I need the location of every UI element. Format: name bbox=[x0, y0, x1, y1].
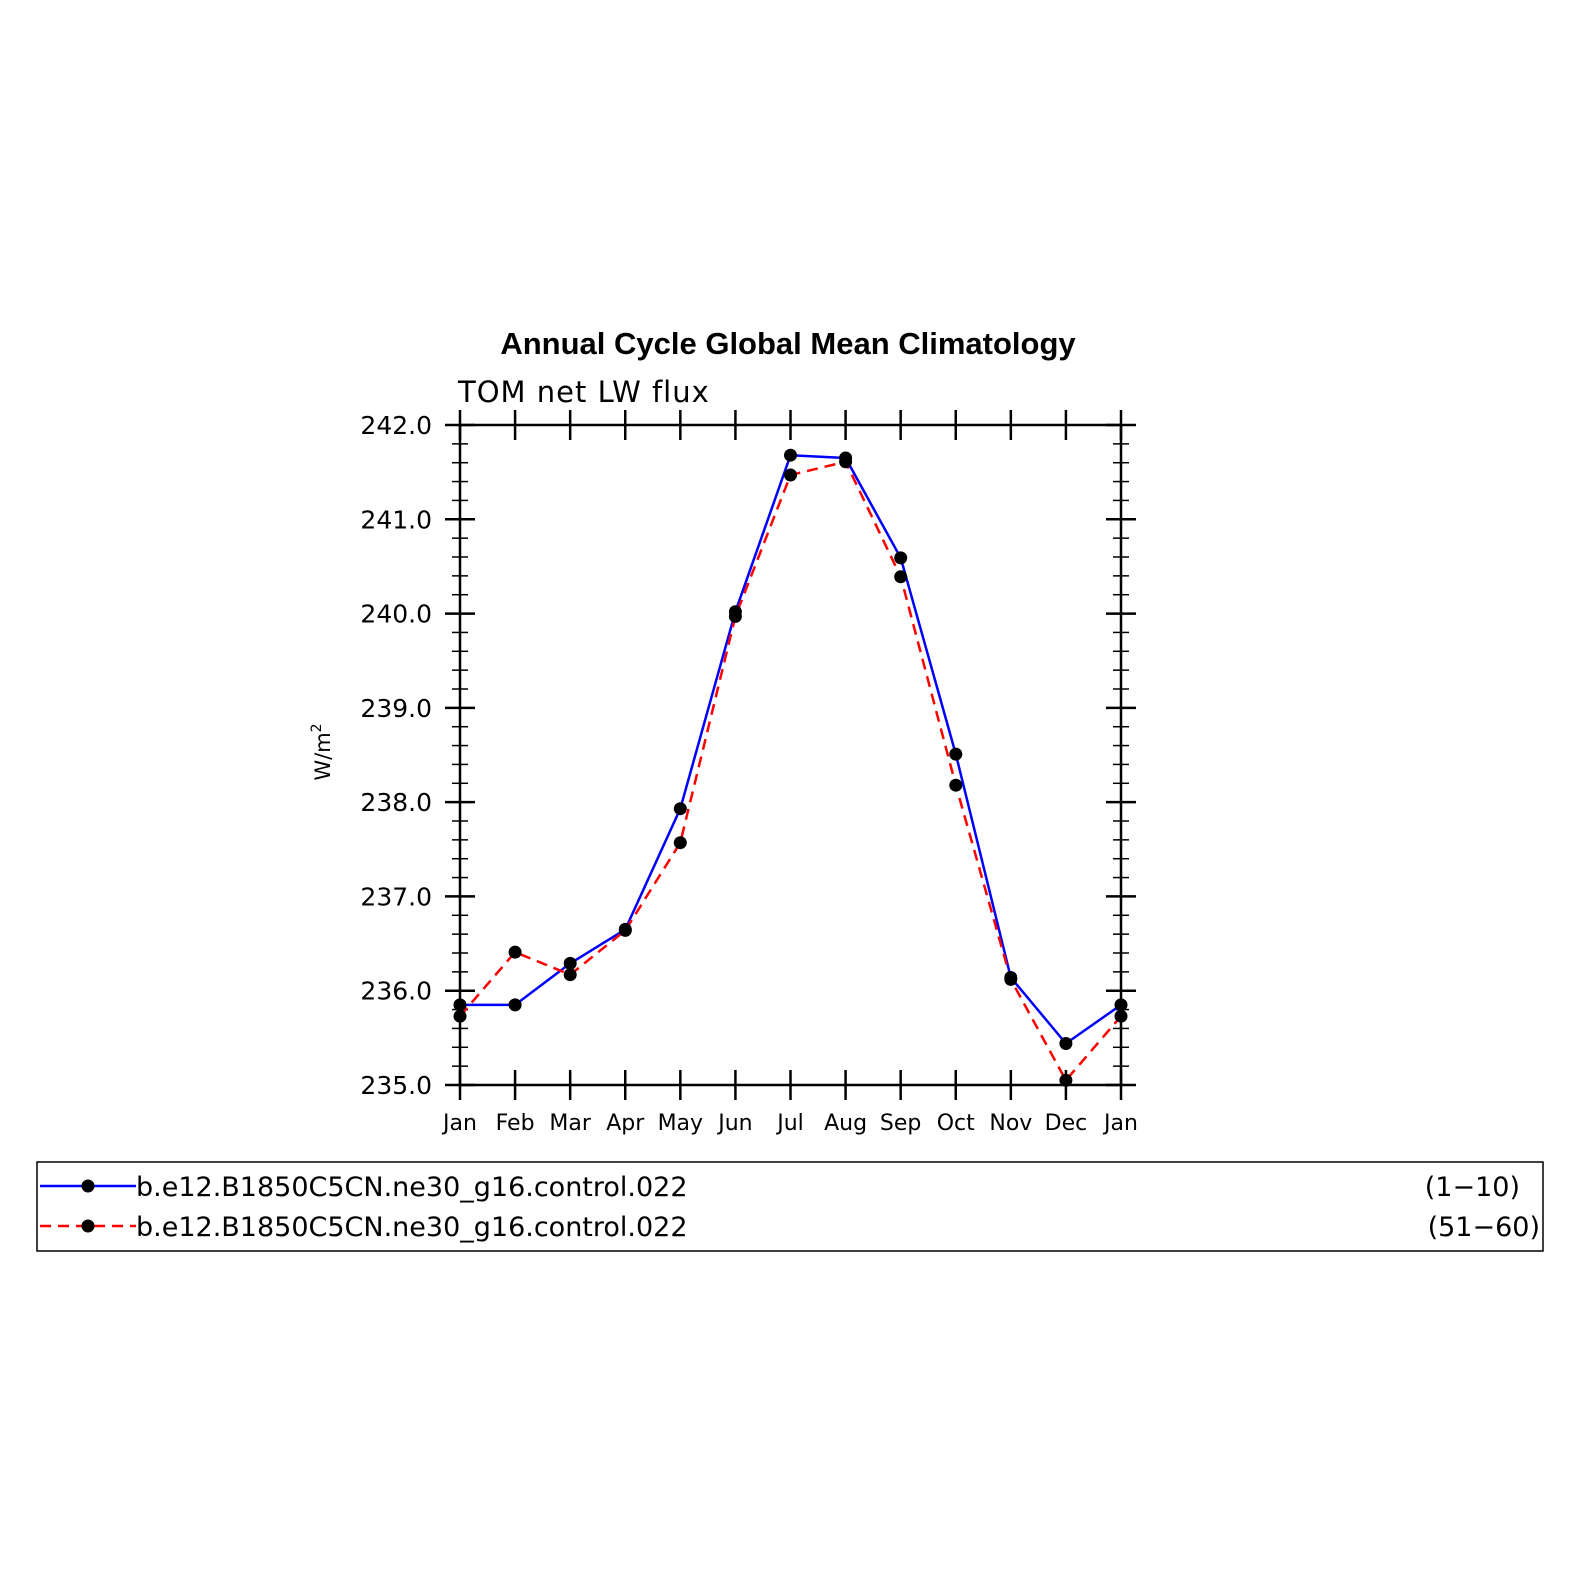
y-tick-label: 241.0 bbox=[360, 505, 432, 534]
data-point-series-2 bbox=[508, 945, 522, 959]
y-axis-label-superscript: 2 bbox=[309, 723, 325, 732]
data-point-series-1 bbox=[894, 551, 908, 565]
legend-years-1: (1−10) bbox=[1425, 1172, 1520, 1203]
legend-entry-2: b.e12.B1850C5CN.ne30_g16.control.022 (51… bbox=[40, 1212, 1540, 1243]
legend: b.e12.B1850C5CN.ne30_g16.control.022 (1−… bbox=[36, 1161, 1544, 1252]
x-tick-label: Oct bbox=[937, 1111, 975, 1136]
legend-label-2: b.e12.B1850C5CN.ne30_g16.control.022 bbox=[136, 1212, 688, 1243]
legend-marker-2 bbox=[81, 1219, 95, 1233]
legend-box bbox=[36, 1161, 1544, 1252]
data-point-series-1 bbox=[784, 448, 797, 462]
data-point-series-2 bbox=[784, 468, 797, 482]
data-point-series-2 bbox=[563, 968, 577, 982]
axis-ticks bbox=[445, 410, 1136, 1100]
x-tick-label: Apr bbox=[606, 1111, 645, 1136]
data-point-series-2 bbox=[839, 455, 853, 469]
chart-subtitle: TOM net LW flux bbox=[457, 375, 710, 409]
x-tick-label: Jun bbox=[716, 1111, 752, 1136]
x-tick-label: Nov bbox=[989, 1111, 1032, 1136]
y-tick-label: 237.0 bbox=[360, 882, 432, 911]
x-tick-label: May bbox=[658, 1111, 703, 1136]
y-axis-label-text: W/m bbox=[311, 732, 335, 780]
y-tick-labels: 235.0 236.0 237.0 238.0 239.0 240.0 241.0 242.0 bbox=[360, 411, 432, 1100]
x-tick-label: Jan bbox=[1102, 1111, 1138, 1136]
x-tick-label: Jul bbox=[775, 1111, 804, 1136]
x-tick-label: Feb bbox=[496, 1111, 535, 1136]
data-point-series-2 bbox=[1059, 1073, 1073, 1087]
data-point-series-2 bbox=[894, 570, 908, 584]
data-point-series-1 bbox=[1059, 1037, 1073, 1050]
y-tick-label: 236.0 bbox=[360, 977, 432, 1006]
data-point-series-1 bbox=[508, 998, 522, 1012]
legend-years-2: (51−60) bbox=[1428, 1212, 1540, 1243]
data-point-series-1 bbox=[673, 802, 687, 816]
data-point-series-2 bbox=[673, 836, 687, 850]
data-point-markers bbox=[453, 448, 1128, 1087]
data-point-series-1 bbox=[563, 956, 577, 970]
data-point-series-2 bbox=[618, 923, 632, 937]
chart-title: Annual Cycle Global Mean Climatology bbox=[500, 326, 1076, 361]
series-lines bbox=[459, 453, 1122, 1082]
y-tick-label: 238.0 bbox=[360, 788, 432, 817]
y-tick-label: 235.0 bbox=[360, 1071, 432, 1100]
plot-frame bbox=[458, 423, 1123, 1087]
y-tick-label: 242.0 bbox=[360, 411, 432, 440]
legend-label-1: b.e12.B1850C5CN.ne30_g16.control.022 bbox=[136, 1172, 688, 1203]
y-tick-label: 239.0 bbox=[360, 694, 432, 723]
x-tick-label: Mar bbox=[549, 1111, 591, 1136]
x-tick-label: Sep bbox=[880, 1111, 921, 1136]
svg-text:W/m2: W/m2 bbox=[309, 723, 335, 780]
data-point-series-1 bbox=[949, 747, 963, 761]
data-point-series-2 bbox=[728, 609, 742, 623]
series-line-1 bbox=[460, 453, 1122, 1045]
x-tick-labels: Jan Feb Mar Apr May Jun Jul Aug Sep Oct Nov Dec Jan bbox=[441, 1111, 1138, 1136]
data-point-series-2 bbox=[1004, 972, 1018, 986]
x-tick-label: Dec bbox=[1045, 1111, 1088, 1136]
x-tick-label: Aug bbox=[824, 1111, 867, 1136]
x-tick-label: Jan bbox=[441, 1111, 477, 1136]
data-point-series-2 bbox=[949, 778, 963, 792]
y-axis-label: W/m2 bbox=[309, 723, 335, 780]
y-tick-label: 240.0 bbox=[360, 600, 432, 629]
legend-marker-1 bbox=[81, 1179, 95, 1193]
legend-entry-1: b.e12.B1850C5CN.ne30_g16.control.022 (1−… bbox=[40, 1172, 1520, 1203]
series-line-2 bbox=[459, 460, 1122, 1082]
